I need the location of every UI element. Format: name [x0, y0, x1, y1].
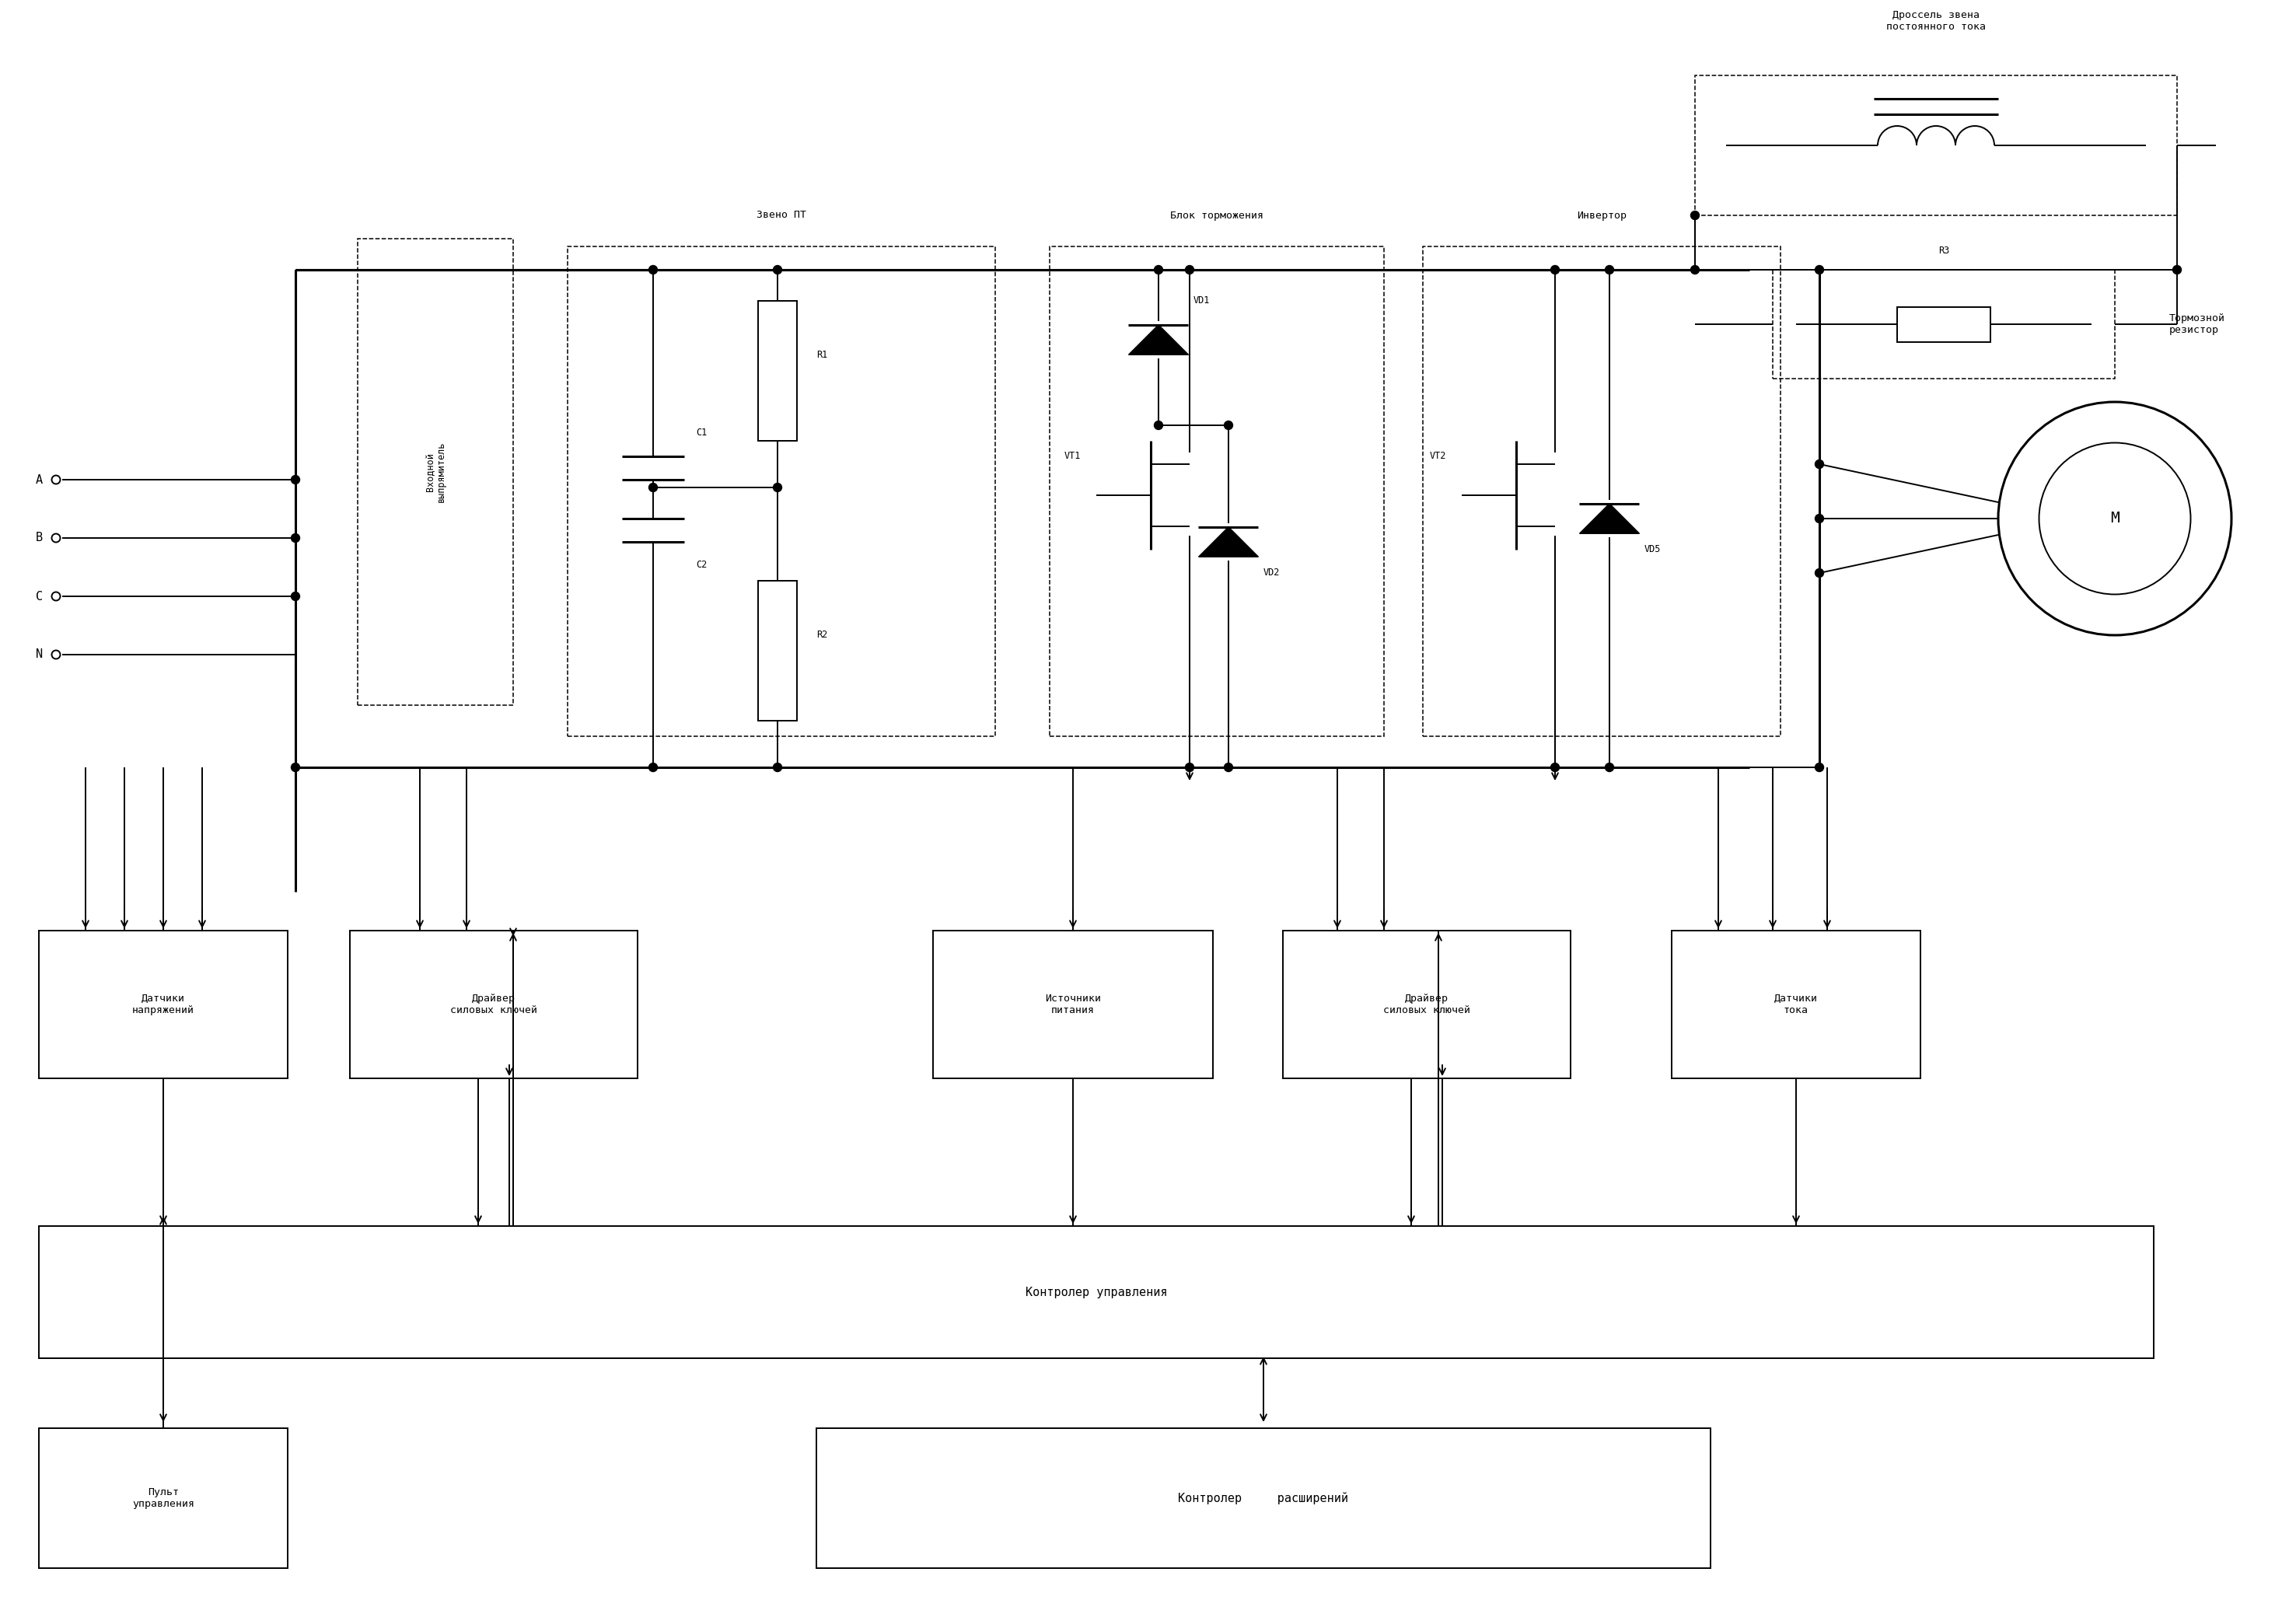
Circle shape	[1690, 211, 1699, 220]
Bar	[1424, 246, 1779, 736]
Circle shape	[292, 763, 301, 771]
Text: М: М	[2110, 511, 2119, 525]
Text: B: B	[37, 532, 44, 543]
Polygon shape	[1199, 527, 1258, 558]
Text: C1: C1	[696, 427, 707, 439]
Circle shape	[1816, 265, 1823, 275]
Text: VT1: VT1	[1063, 452, 1081, 461]
Circle shape	[292, 476, 301, 484]
Polygon shape	[1130, 325, 1189, 355]
Circle shape	[1155, 421, 1162, 429]
Bar	[758, 580, 797, 720]
Bar	[39, 1429, 287, 1568]
Circle shape	[774, 763, 783, 771]
Text: C: C	[37, 590, 44, 603]
Text: R3: R3	[1938, 246, 1949, 256]
Text: Инвертор: Инвертор	[1577, 211, 1626, 220]
Text: Пульт
управления: Пульт управления	[133, 1486, 195, 1509]
Text: Тормозной
резистор: Тормозной резистор	[2170, 313, 2225, 336]
Circle shape	[2172, 265, 2181, 275]
Text: Датчики
тока: Датчики тока	[1775, 993, 1818, 1016]
Circle shape	[1605, 265, 1614, 275]
Text: Звено ПТ: Звено ПТ	[755, 211, 806, 220]
Bar	[358, 239, 514, 705]
Bar	[1671, 930, 1919, 1078]
Circle shape	[774, 265, 783, 275]
Circle shape	[1155, 265, 1162, 275]
Text: VD5: VD5	[1644, 545, 1660, 554]
Bar	[39, 930, 287, 1078]
Text: A: A	[37, 474, 44, 485]
Circle shape	[1605, 763, 1614, 771]
Bar	[758, 301, 797, 440]
Text: VT2: VT2	[1430, 452, 1446, 461]
Bar	[1773, 270, 2115, 379]
Circle shape	[1185, 265, 1194, 275]
Bar	[1283, 930, 1570, 1078]
Text: Датчики
напряжений: Датчики напряжений	[133, 993, 195, 1016]
Circle shape	[292, 591, 301, 601]
Polygon shape	[1580, 503, 1639, 534]
Text: N: N	[37, 649, 44, 660]
Text: Дроссель звена
постоянного тока: Дроссель звена постоянного тока	[1887, 10, 1986, 32]
Text: Блок торможения: Блок торможения	[1171, 211, 1263, 220]
Text: Источники
питания: Источники питания	[1045, 993, 1102, 1016]
Bar	[932, 930, 1212, 1078]
Bar	[817, 1429, 1711, 1568]
Circle shape	[774, 484, 783, 492]
Bar	[349, 930, 638, 1078]
Text: VD1: VD1	[1194, 296, 1210, 305]
Circle shape	[1816, 763, 1823, 771]
Text: R2: R2	[817, 630, 827, 640]
Circle shape	[1816, 514, 1823, 522]
Circle shape	[1550, 763, 1559, 771]
Circle shape	[650, 265, 657, 275]
Bar	[39, 1226, 2154, 1358]
Bar	[567, 246, 994, 736]
Text: Драйвер
силовых ключей: Драйвер силовых ключей	[1382, 993, 1469, 1016]
Circle shape	[1690, 265, 1699, 275]
Circle shape	[1816, 569, 1823, 577]
Circle shape	[1224, 421, 1233, 429]
Circle shape	[650, 763, 657, 771]
Text: C2: C2	[696, 561, 707, 570]
Text: Драйвер
силовых ключей: Драйвер силовых ключей	[450, 993, 537, 1016]
Text: R1: R1	[817, 350, 827, 360]
Circle shape	[1224, 763, 1233, 771]
Bar	[1896, 307, 1991, 342]
Circle shape	[650, 484, 657, 492]
Text: Входной
выпрямитель: Входной выпрямитель	[425, 442, 445, 503]
Bar	[1049, 246, 1384, 736]
Text: VD2: VD2	[1263, 567, 1281, 579]
Text: Контролер     расширений: Контролер расширений	[1178, 1493, 1348, 1504]
Circle shape	[1550, 265, 1559, 275]
Circle shape	[1185, 763, 1194, 771]
Circle shape	[1816, 460, 1823, 468]
Circle shape	[292, 534, 301, 542]
Bar	[1694, 76, 2177, 215]
Text: Контролер управления: Контролер управления	[1026, 1286, 1166, 1298]
